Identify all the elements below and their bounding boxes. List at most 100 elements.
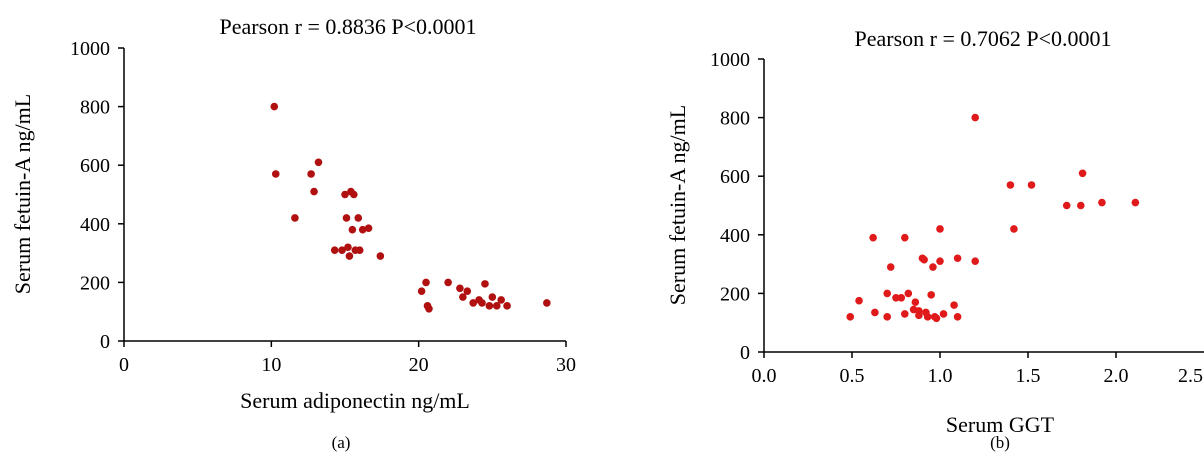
panel-a-data-point bbox=[492, 302, 501, 310]
panel-a-data-point bbox=[485, 302, 494, 310]
panel-a-caption: (a) bbox=[332, 433, 351, 452]
panel-b-data-point bbox=[904, 289, 913, 298]
panel-b-y-tick-label: 1000 bbox=[710, 49, 750, 71]
panel-b-data-point bbox=[1131, 198, 1140, 207]
panel-a-data-point bbox=[497, 296, 505, 304]
panel-a-data-point bbox=[543, 299, 551, 307]
panel-b-data-point bbox=[892, 293, 900, 302]
panel-b-y-tick-label: 400 bbox=[720, 225, 750, 247]
panel-b-data-point bbox=[929, 263, 937, 271]
panel-a-data-point bbox=[271, 170, 280, 178]
panel-a-data-point bbox=[344, 243, 352, 252]
panel-a-data-point bbox=[310, 187, 318, 196]
panel-a-y-tick-label: 1000 bbox=[70, 38, 110, 60]
panel-b-y-label: Serum fetuin-A ng/mL bbox=[665, 105, 690, 305]
panel-b-data-point bbox=[936, 225, 944, 233]
panel-b: Pearson r = 0.7062 P<0.0001 0.0 0.5 1.0 1.5… bbox=[665, 26, 1204, 452]
panel-a-y-label: Serum fetuin-A ng/mL bbox=[10, 94, 35, 294]
panel-b-data-point bbox=[897, 293, 906, 302]
panel-b-x-tick-label: 2.0 bbox=[1104, 365, 1129, 387]
panel-b-data-point bbox=[871, 308, 879, 317]
panel-a-data-point bbox=[338, 246, 346, 254]
panel-b-x-label: Serum GGT bbox=[946, 412, 1055, 437]
panel-b-x-tick-label: 2.5 bbox=[1178, 365, 1203, 387]
panel-a-ticks: 0 10 20 30 0 200 400 600 800 1000 bbox=[70, 38, 576, 376]
panel-a-data-point bbox=[314, 158, 323, 167]
panel-a-y-tick-label: 600 bbox=[80, 155, 110, 177]
panel-b-data-point bbox=[1098, 198, 1106, 207]
panel-a-data-point bbox=[330, 246, 339, 254]
panel-b-data-point bbox=[971, 113, 979, 122]
panel-a-points bbox=[270, 102, 551, 313]
panel-a-data-point bbox=[444, 278, 452, 287]
panel-a-data-point bbox=[358, 225, 367, 234]
panel-a-data-point bbox=[417, 287, 426, 295]
panel-a-data-point bbox=[291, 214, 299, 222]
panel-a-data-point bbox=[345, 252, 354, 260]
panel-b-data-point bbox=[953, 313, 962, 321]
panel-b-data-point bbox=[915, 311, 923, 320]
panel-b-data-point bbox=[971, 257, 979, 265]
panel-b-data-point bbox=[1010, 225, 1018, 233]
panel-a-data-point bbox=[270, 102, 279, 111]
panel-b-data-point bbox=[1006, 181, 1015, 189]
panel-b-data-point bbox=[920, 255, 928, 264]
panel-a-data-point bbox=[341, 190, 349, 199]
panel-b-data-point bbox=[950, 301, 958, 309]
panel-a-y-tick-label: 400 bbox=[80, 214, 110, 236]
panel-b-data-point bbox=[936, 257, 944, 265]
panel-b-data-point bbox=[923, 313, 932, 321]
panel-b-data-point bbox=[855, 296, 863, 305]
panel-a-y-tick-label: 200 bbox=[80, 272, 110, 294]
panel-b-data-point bbox=[886, 263, 895, 271]
panel-a-data-point bbox=[478, 299, 486, 307]
panel-b-data-point bbox=[883, 289, 891, 298]
panel-b-data-point bbox=[1027, 181, 1036, 189]
panel-a-data-point bbox=[503, 302, 511, 310]
panel-b-data-point bbox=[883, 313, 891, 321]
panel-a-data-point bbox=[307, 170, 315, 178]
panel-a-data-point bbox=[488, 293, 497, 301]
panel-b-data-point bbox=[927, 291, 935, 299]
panel-b-x-tick-label: 1.0 bbox=[928, 365, 953, 387]
panel-a-data-point bbox=[376, 252, 385, 260]
panel-b-data-point bbox=[932, 314, 941, 323]
panel-b-x-tick-label: 0.0 bbox=[752, 365, 777, 387]
panel-a: Pearson r = 0.8836 P<0.0001 0 10 20 30 0 200 4… bbox=[10, 14, 576, 452]
panel-a-data-point bbox=[364, 224, 373, 232]
panel-a-data-point bbox=[422, 278, 430, 287]
panel-b-y-tick-label: 200 bbox=[720, 283, 750, 305]
panel-b-data-point bbox=[869, 233, 877, 242]
panel-a-x-tick-label: 10 bbox=[261, 354, 281, 376]
panel-b-y-tick-label: 600 bbox=[720, 166, 750, 188]
panel-b-data-point bbox=[901, 310, 909, 318]
panel-b-ticks: 0.0 0.5 1.0 1.5 2.0 2.5 0 200 400 600 800 1000 bbox=[710, 49, 1203, 387]
panel-a-x-label: Serum adiponectin ng/mL bbox=[240, 388, 470, 413]
panel-b-y-tick-label: 800 bbox=[720, 108, 750, 130]
panel-a-data-point bbox=[350, 190, 358, 199]
panel-a-data-point bbox=[481, 280, 489, 288]
panel-b-points bbox=[846, 113, 1140, 323]
panel-b-data-point bbox=[911, 298, 920, 306]
panel-b-x-tick-label: 0.5 bbox=[840, 365, 865, 387]
panel-a-data-point bbox=[342, 214, 351, 222]
panel-a-title: Pearson r = 0.8836 P<0.0001 bbox=[219, 14, 476, 39]
panel-b-x-tick-label: 1.5 bbox=[1016, 365, 1041, 387]
panel-a-data-point bbox=[355, 246, 364, 254]
panel-b-data-point bbox=[1078, 169, 1087, 178]
panel-a-data-point bbox=[425, 304, 433, 313]
panel-b-title: Pearson r = 0.7062 P<0.0001 bbox=[854, 26, 1111, 51]
panel-a-data-point bbox=[463, 287, 472, 295]
panel-b-data-point bbox=[953, 254, 962, 263]
panel-b-data-point bbox=[939, 310, 948, 318]
panel-a-y-tick-label: 800 bbox=[80, 97, 110, 119]
panel-a-data-point bbox=[456, 284, 464, 293]
panel-a-data-point bbox=[459, 293, 467, 301]
panel-a-data-point bbox=[348, 225, 357, 234]
panel-b-data-point bbox=[901, 233, 909, 242]
panel-b-caption: (b) bbox=[990, 433, 1010, 452]
panel-b-data-point bbox=[846, 313, 855, 321]
panel-b-data-point bbox=[1077, 201, 1085, 210]
panel-a-x-tick-label: 0 bbox=[119, 354, 129, 376]
